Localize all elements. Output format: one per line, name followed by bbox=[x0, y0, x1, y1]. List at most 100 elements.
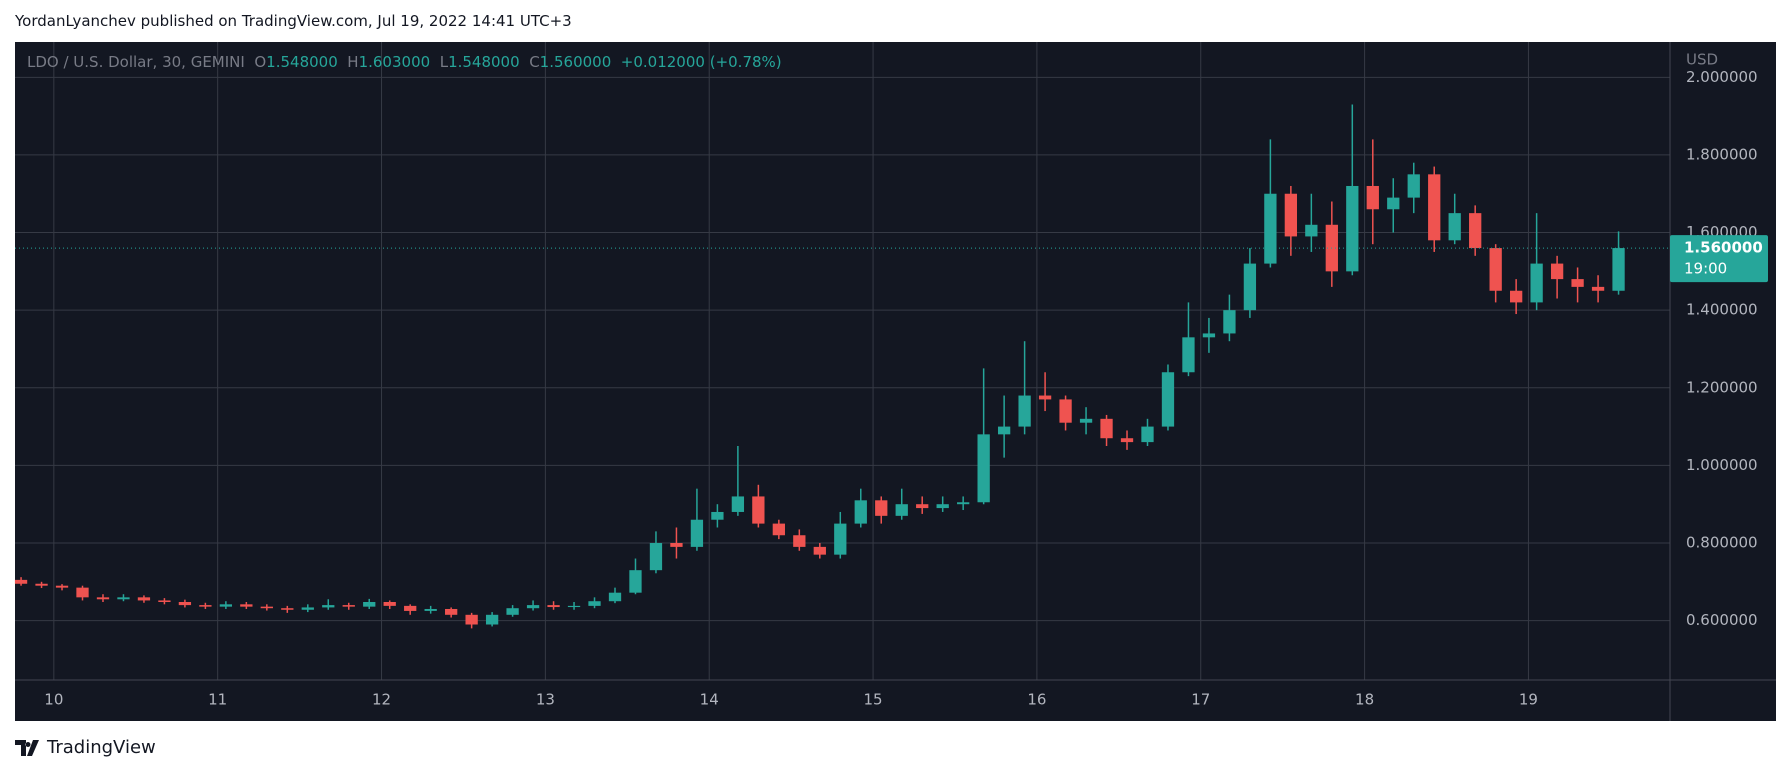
candle-body bbox=[957, 502, 970, 505]
x-tick-label: 18 bbox=[1355, 691, 1374, 709]
candle-body bbox=[1059, 399, 1072, 423]
x-tick-label: 15 bbox=[864, 691, 883, 709]
candle-body bbox=[1366, 185, 1379, 210]
y-tick-label: 0.800000 bbox=[1686, 534, 1758, 552]
candle-body bbox=[1346, 185, 1359, 272]
candle-body bbox=[301, 607, 314, 610]
x-tick-label: 12 bbox=[372, 691, 391, 709]
candle-body bbox=[813, 546, 826, 555]
brand: TradingView bbox=[47, 737, 156, 758]
candle-body bbox=[711, 511, 724, 520]
y-tick-label: 1.800000 bbox=[1686, 145, 1758, 163]
legend-change: +0.012000 bbox=[620, 53, 705, 71]
candle-body bbox=[752, 496, 765, 524]
candle-body bbox=[547, 605, 560, 608]
candle-body bbox=[1612, 248, 1625, 291]
x-tick-label: 16 bbox=[1027, 691, 1046, 709]
candle-body bbox=[506, 608, 519, 615]
candle-body bbox=[1264, 193, 1277, 264]
candle-body bbox=[772, 523, 785, 536]
candle-body bbox=[1550, 263, 1564, 280]
candle-body bbox=[1489, 248, 1502, 291]
candle-body bbox=[55, 585, 69, 588]
legend-value: 1.560000 bbox=[539, 53, 612, 71]
candle-body bbox=[1305, 224, 1318, 237]
candle-body bbox=[424, 608, 437, 611]
candle-body bbox=[35, 583, 48, 586]
candle-body bbox=[281, 608, 294, 610]
candle-body bbox=[76, 587, 89, 598]
candle-body bbox=[322, 605, 335, 608]
legend-value: 1.548000 bbox=[448, 53, 520, 71]
y-tick-label: 0.600000 bbox=[1686, 611, 1758, 629]
candle-body bbox=[445, 608, 458, 615]
candle-body bbox=[219, 604, 233, 607]
y-tick-label: 1.400000 bbox=[1686, 301, 1758, 319]
candle-body bbox=[977, 434, 990, 503]
x-tick-label: 19 bbox=[1519, 691, 1538, 709]
candle-body bbox=[690, 519, 704, 547]
candle-body bbox=[1469, 213, 1482, 249]
candle-body bbox=[1018, 395, 1031, 427]
candle-body bbox=[629, 570, 642, 593]
candle-body bbox=[1530, 263, 1543, 303]
legend-value: 1.603000 bbox=[358, 53, 431, 71]
candle-body bbox=[96, 597, 110, 600]
candle-body bbox=[1428, 174, 1441, 241]
currency-label: USD bbox=[1686, 51, 1718, 69]
candle-body bbox=[1202, 333, 1216, 338]
candle-body bbox=[588, 601, 601, 606]
candle-body bbox=[1182, 337, 1195, 373]
candle-body bbox=[895, 504, 908, 516]
last-price-label: 1.560000 bbox=[1684, 239, 1763, 257]
candle-body bbox=[1141, 426, 1154, 443]
candle-body bbox=[1407, 174, 1420, 198]
candle-body bbox=[117, 597, 130, 600]
candle-body bbox=[567, 605, 581, 608]
y-tick-label: 1.200000 bbox=[1686, 378, 1758, 396]
candle-body bbox=[14, 579, 28, 584]
candle-body bbox=[1100, 418, 1113, 439]
candle-body bbox=[1510, 290, 1523, 303]
candle-body bbox=[1161, 372, 1175, 427]
x-tick-label: 14 bbox=[700, 691, 719, 709]
candle-body bbox=[875, 500, 888, 516]
candle-body bbox=[178, 601, 192, 606]
candle-body bbox=[649, 543, 663, 571]
legend-value: 1.548000 bbox=[266, 53, 338, 71]
candle-body bbox=[526, 605, 540, 609]
candle-body bbox=[404, 605, 417, 611]
candle-body bbox=[1038, 395, 1052, 400]
candle-body bbox=[916, 504, 929, 509]
candle-body bbox=[1591, 286, 1605, 291]
candle-body bbox=[1571, 279, 1584, 287]
candle-body bbox=[240, 604, 253, 607]
candle-body bbox=[1223, 310, 1236, 334]
legend-key: C bbox=[529, 53, 540, 71]
last-price-tag bbox=[1670, 235, 1768, 283]
candle-body bbox=[342, 605, 355, 607]
ohlc-legend: LDO / U.S. Dollar, 30, GEMINI O1.548000 … bbox=[27, 53, 782, 71]
footer: TradingView bbox=[15, 737, 156, 758]
countdown-label: 19:00 bbox=[1684, 260, 1727, 278]
candle-body bbox=[383, 601, 396, 606]
candle-body bbox=[670, 543, 683, 547]
chart-background bbox=[15, 42, 1776, 721]
legend-change-pct: (+0.78%) bbox=[709, 53, 782, 71]
x-tick-label: 13 bbox=[536, 691, 555, 709]
candle-body bbox=[485, 614, 499, 625]
y-tick-label: 2.000000 bbox=[1686, 68, 1758, 86]
candle-body bbox=[936, 504, 949, 509]
candle-body bbox=[854, 500, 867, 524]
legend-key: L bbox=[439, 53, 449, 71]
candle-body bbox=[363, 601, 376, 607]
legend-key: H bbox=[347, 53, 359, 71]
candle-body bbox=[731, 496, 745, 512]
candle-body bbox=[158, 600, 171, 602]
publisher-line: YordanLyanchev published on TradingView.… bbox=[15, 12, 572, 30]
candle-body bbox=[137, 597, 151, 601]
candle-body bbox=[199, 605, 212, 607]
candle-body bbox=[1120, 438, 1134, 443]
